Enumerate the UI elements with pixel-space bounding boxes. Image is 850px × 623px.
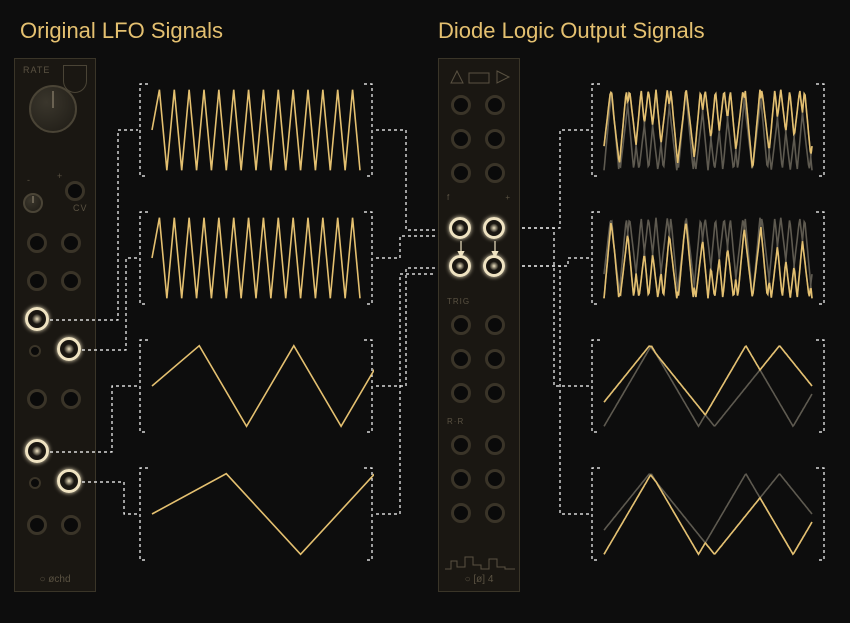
scope-original-4 [138,466,374,562]
header-icons [445,65,515,89]
logic-jack-b2[interactable] [485,315,505,335]
lfo-out-9-patched[interactable] [25,439,49,463]
logic-jack-2[interactable] [485,95,505,115]
logic-jack-c5[interactable] [451,503,471,523]
lfo-out-11[interactable] [27,515,47,535]
title-output: Diode Logic Output Signals [438,18,705,44]
logic-jack-b4[interactable] [485,349,505,369]
lfo-out-2[interactable] [61,233,81,253]
rr-label: R·R [447,417,464,426]
f-label-2: + [505,193,511,202]
plus-label: + [57,171,63,181]
scope-original-2 [138,210,374,306]
module-lfo: RATE - + CV ○ øchd [14,58,96,592]
logic-jack-5[interactable] [451,163,471,183]
logic-jack-c6[interactable] [485,503,505,523]
lfo-out-3[interactable] [27,271,47,291]
cv-label: CV [73,203,88,213]
lfo-out-10-patched[interactable] [57,469,81,493]
minus-label: - [27,175,31,185]
logic-jack-c4[interactable] [485,469,505,489]
logic-jack-c3[interactable] [451,469,471,489]
lfo-out-7[interactable] [27,389,47,409]
lfo-out-6-patched[interactable] [57,337,81,361]
skyline-icon [445,553,515,571]
logic-jack-b3[interactable] [451,349,471,369]
f-label-1: f [447,193,450,202]
scope-output-1 [590,82,826,178]
trig-label: TRIG [447,297,470,306]
scope-original-1 [138,82,374,178]
depth-knob[interactable] [23,193,43,213]
logic-jack-4[interactable] [485,129,505,149]
scope-output-3 [590,338,826,434]
cv-jack[interactable] [65,181,85,201]
lfo-led-9 [29,477,41,489]
rate-knob[interactable] [29,85,77,133]
scope-original-3 [138,338,374,434]
logic-jack-b5[interactable] [451,383,471,403]
logic-jack-3[interactable] [451,129,471,149]
logic-jack-c2[interactable] [485,435,505,455]
title-original: Original LFO Signals [20,18,223,44]
lfo-out-4[interactable] [61,271,81,291]
module-footer-left: ○ øchd [21,574,89,585]
lfo-led-5 [29,345,41,357]
logic-jack-c1[interactable] [451,435,471,455]
module-logic: f + TRIG R·R ○ [ø] 4 [438,58,520,592]
lfo-out-12[interactable] [61,515,81,535]
lfo-out-8[interactable] [61,389,81,409]
rate-label: RATE [23,65,50,75]
logic-jack-b6[interactable] [485,383,505,403]
module-footer-right: ○ [ø] 4 [445,574,513,585]
scope-output-2 [590,210,826,306]
logic-jack-b1[interactable] [451,315,471,335]
logic-jack-1[interactable] [451,95,471,115]
routing-arrows-icon [447,215,513,281]
lfo-out-1[interactable] [27,233,47,253]
scope-output-4 [590,466,826,562]
logic-jack-6[interactable] [485,163,505,183]
lfo-out-5-patched[interactable] [25,307,49,331]
